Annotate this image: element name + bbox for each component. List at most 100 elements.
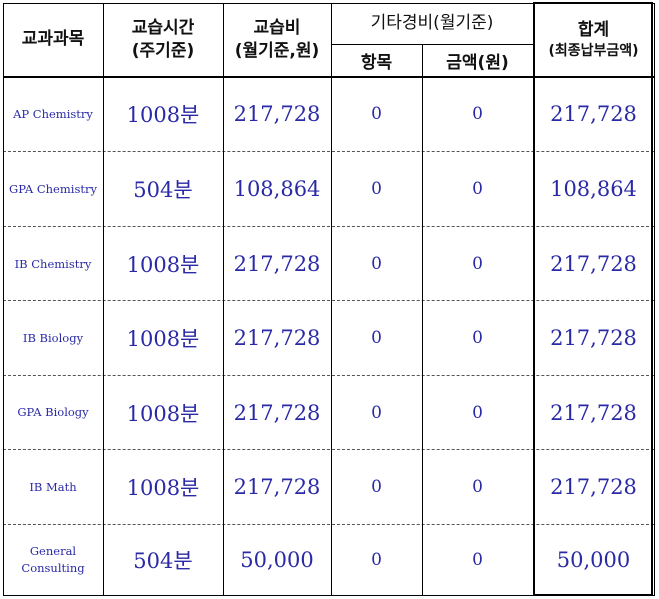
cell-hours: 504분 — [103, 152, 223, 226]
fee-value: 50,000 — [240, 548, 314, 572]
row-divider — [3, 375, 654, 376]
cell-subject: IB Biology — [3, 301, 103, 375]
total-value: 108,864 — [550, 177, 637, 201]
total-value: 217,728 — [550, 252, 637, 276]
col-border — [3, 3, 4, 596]
hours-value: 1008분 — [126, 476, 200, 500]
col-border — [223, 3, 224, 596]
cell-fee: 217,728 — [223, 450, 331, 524]
cell-total: 217,728 — [533, 450, 654, 524]
header-amount-label: 금액(원) — [446, 52, 509, 73]
cell-amount: 0 — [422, 77, 533, 151]
cell-total: 217,728 — [533, 376, 654, 449]
cell-subject: General Consulting — [3, 525, 103, 595]
amount-value: 0 — [472, 104, 483, 124]
total-value: 217,728 — [550, 102, 637, 126]
subject-name: IB Biology — [22, 330, 84, 345]
col-border — [422, 44, 423, 596]
subject-name: General — [29, 544, 77, 559]
hours-value: 504분 — [133, 549, 193, 573]
cell-amount: 0 — [422, 525, 533, 595]
cell-fee: 217,728 — [223, 376, 331, 449]
cell-hours: 1008분 — [103, 450, 223, 524]
header-fee-unit: (월기준,원) — [234, 40, 320, 61]
amount-value: 0 — [472, 477, 483, 497]
item-value: 0 — [371, 179, 382, 199]
amount-value: 0 — [472, 402, 483, 423]
subject-name: IB Chemistry — [14, 256, 92, 271]
cell-fee: 217,728 — [223, 77, 331, 151]
item-value: 0 — [371, 104, 382, 124]
header-other-amount: 금액(원) — [422, 44, 533, 76]
col-border — [654, 3, 655, 596]
header-fee-label: 교습비 — [253, 17, 301, 38]
cell-hours: 1008분 — [103, 227, 223, 301]
cell-hours: 504분 — [103, 525, 223, 595]
col-border — [103, 3, 104, 596]
other-header-divider — [331, 44, 533, 45]
hours-value: 1008분 — [126, 253, 200, 277]
fee-value: 217,728 — [233, 400, 321, 425]
total-value: 217,728 — [550, 326, 637, 350]
cell-subject: IB Math — [3, 450, 103, 524]
table-top-border — [3, 3, 654, 4]
header-total-unit: (최종납부금액) — [548, 42, 639, 59]
item-value: 0 — [371, 477, 382, 497]
cell-total: 217,728 — [533, 227, 654, 301]
cell-total: 217,728 — [533, 77, 654, 151]
item-value: 0 — [371, 254, 382, 274]
fee-value: 217,728 — [233, 102, 321, 126]
total-value: 50,000 — [556, 548, 631, 572]
header-bottom-border — [3, 76, 654, 78]
cell-total: 108,864 — [533, 152, 654, 226]
fee-value: 217,728 — [233, 326, 321, 350]
cell-total: 50,000 — [533, 525, 654, 595]
cell-total: 217,728 — [533, 301, 654, 375]
cell-amount: 0 — [422, 152, 533, 226]
hours-value: 1008분 — [126, 401, 200, 426]
item-value: 0 — [371, 402, 382, 423]
header-total-label: 합계 — [577, 19, 610, 40]
item-value: 0 — [371, 328, 382, 348]
header-other-item: 항목 — [331, 44, 422, 76]
hours-value: 504분 — [133, 178, 193, 202]
cell-hours: 1008분 — [103, 376, 223, 449]
subject-name: AP Chemistry — [13, 106, 93, 121]
hours-value: 1008분 — [126, 327, 200, 351]
cell-amount: 0 — [422, 376, 533, 449]
item-value: 0 — [371, 550, 382, 570]
header-hours-label: 교습시간 — [131, 17, 195, 38]
row-divider — [3, 300, 654, 301]
row-divider — [3, 524, 654, 525]
cell-subject: GPA Chemistry — [3, 152, 103, 226]
cell-fee: 217,728 — [223, 301, 331, 375]
amount-value: 0 — [472, 550, 483, 570]
fee-value: 217,728 — [233, 252, 321, 276]
cell-subject: AP Chemistry — [3, 77, 103, 151]
header-fee: 교습비 (월기준,원) — [223, 3, 331, 76]
amount-value: 0 — [472, 328, 483, 348]
cell-amount: 0 — [422, 450, 533, 524]
cell-item: 0 — [331, 227, 422, 301]
cell-hours: 1008분 — [103, 301, 223, 375]
cell-subject: IB Chemistry — [3, 227, 103, 301]
header-other-expenses: 기타경비(월기준) — [331, 3, 533, 44]
hours-value: 1008분 — [126, 103, 200, 127]
subject-name: GPA Biology — [17, 405, 89, 420]
subject-name: Consulting — [21, 561, 85, 575]
header-subject: 교과과목 — [3, 3, 103, 76]
header-subject-label: 교과과목 — [21, 29, 85, 50]
header-other-label: 기타경비(월기준) — [370, 13, 494, 34]
amount-value: 0 — [472, 254, 483, 274]
col-border — [331, 3, 332, 596]
header-hours-unit: (주기준) — [131, 40, 195, 61]
subject-name: IB Math — [29, 479, 77, 494]
header-item-label: 항목 — [360, 52, 393, 73]
row-divider — [3, 449, 654, 450]
cell-item: 0 — [331, 77, 422, 151]
cell-item: 0 — [331, 450, 422, 524]
cell-item: 0 — [331, 525, 422, 595]
fee-value: 217,728 — [233, 475, 321, 499]
cell-item: 0 — [331, 152, 422, 226]
cell-fee: 50,000 — [223, 525, 331, 595]
